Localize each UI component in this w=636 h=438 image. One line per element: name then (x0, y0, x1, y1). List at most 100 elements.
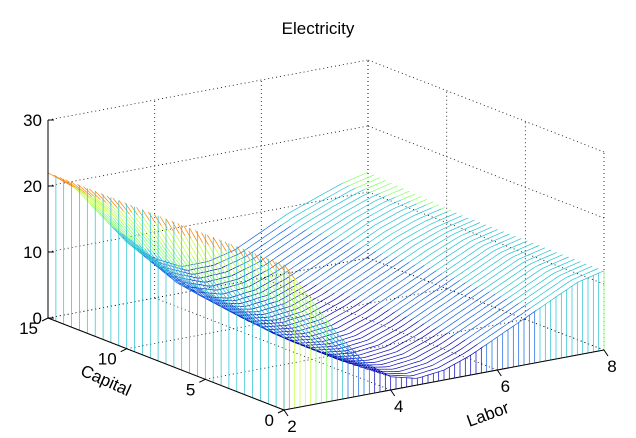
surface-line (464, 326, 468, 328)
surface-line (333, 339, 337, 343)
surface-line (390, 259, 394, 261)
surface-line (407, 275, 411, 277)
surface-line (435, 314, 439, 316)
surface-line (447, 226, 451, 228)
surface-line (468, 266, 472, 268)
surface-line (296, 235, 300, 237)
surface-line (356, 276, 360, 278)
surface-line (356, 316, 360, 318)
surface-line (355, 263, 359, 265)
surface-line (99, 203, 103, 206)
surface-line (415, 243, 419, 245)
surface-line (283, 275, 287, 280)
surface-line (379, 356, 383, 357)
surface-line (387, 333, 391, 335)
surface-line (282, 286, 286, 291)
surface-line (460, 316, 464, 319)
surface-line (341, 306, 345, 308)
surface-line (413, 346, 417, 348)
surface-line (370, 355, 374, 356)
surface-line (358, 321, 362, 323)
surface-line (395, 212, 399, 214)
surface-line (474, 249, 478, 252)
surface-line (401, 252, 405, 254)
surface-line (544, 284, 548, 286)
surface-line (466, 227, 470, 229)
surface-line (483, 325, 487, 328)
surface-line (160, 237, 164, 243)
surface-line (448, 273, 452, 275)
surface-line (358, 302, 362, 304)
surface-line (498, 278, 502, 280)
surface-line (483, 287, 487, 289)
surface-line (431, 353, 435, 355)
surface-line (436, 231, 440, 233)
surface-line (122, 205, 126, 210)
surface-line (398, 326, 402, 328)
surface-line (419, 207, 423, 209)
surface-line (366, 344, 370, 345)
surface-line (308, 220, 312, 222)
surface-line (305, 277, 309, 279)
surface-line (526, 315, 530, 317)
surface-line (350, 345, 354, 346)
surface-line (265, 227, 269, 230)
surface-line (352, 299, 356, 301)
surface-line (493, 235, 497, 237)
surface-line (549, 259, 553, 261)
surface-line (488, 242, 492, 244)
surface-line (507, 277, 511, 280)
surface-line (471, 235, 475, 237)
surface-line (406, 333, 410, 335)
surface-line (391, 252, 395, 254)
surface-line (420, 293, 424, 295)
surface-line (442, 233, 446, 235)
surface-line (303, 210, 307, 212)
surface-line (180, 261, 184, 266)
surface-line (369, 315, 373, 317)
surface-line (366, 289, 370, 291)
surface-line (325, 191, 329, 193)
surface-line (419, 364, 423, 365)
surface-line (342, 188, 346, 190)
surface-line (415, 340, 419, 342)
surface-line (279, 239, 283, 242)
surface-line (444, 314, 448, 316)
surface-line (326, 345, 330, 349)
surface-line (401, 312, 405, 314)
surface-line (405, 322, 409, 325)
surface-line (420, 217, 424, 219)
surface-line (406, 364, 410, 365)
surface-line (446, 269, 450, 271)
surface-line (484, 337, 488, 340)
surface-line (424, 283, 428, 285)
surface-line (399, 228, 403, 230)
surface-line (337, 332, 341, 333)
surface-line (216, 257, 220, 263)
surface-line (201, 233, 205, 239)
surface-line (533, 272, 537, 275)
surface-line (395, 249, 399, 251)
surface-line (459, 247, 463, 249)
surface-line (340, 331, 344, 332)
surface-line (414, 270, 418, 272)
surface-line (397, 315, 401, 317)
surface-line (381, 360, 385, 361)
surface-line (386, 282, 390, 284)
surface-line (445, 222, 449, 224)
surface-line (354, 304, 358, 306)
surface-line (379, 198, 383, 200)
surface-line (348, 248, 352, 250)
surface-line (322, 252, 326, 255)
surface-line (259, 245, 263, 248)
surface-line (381, 259, 385, 261)
surface-line (368, 359, 372, 360)
surface-line (253, 242, 257, 244)
surface-line (242, 302, 246, 303)
surface-line (372, 292, 376, 294)
surface-line (472, 229, 476, 231)
surface-line (507, 296, 511, 298)
surface-line (232, 274, 236, 276)
surface-line (482, 275, 486, 277)
surface-line (505, 311, 509, 313)
